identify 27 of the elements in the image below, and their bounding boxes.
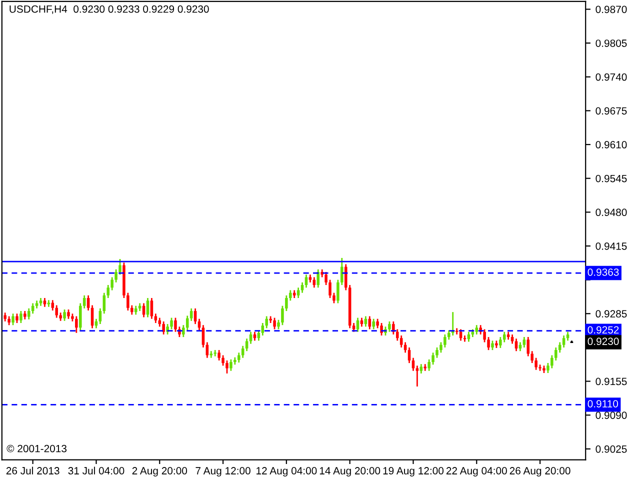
y-tick-label: 0.9870 xyxy=(596,6,627,14)
ref-line-label: 0.9252 xyxy=(588,326,619,334)
y-tick-label: 0.9545 xyxy=(596,174,627,182)
x-tick-label: 2 Aug 20:00 xyxy=(132,467,188,476)
chart-title: USDCHF,H4 0.9230 0.9233 0.9229 0.9230 xyxy=(10,5,209,14)
y-tick-label: 0.9025 xyxy=(596,445,627,453)
ref-line-label: 0.9110 xyxy=(588,400,618,408)
annotation: © 2001-2013 xyxy=(6,444,67,452)
y-tick-label: 0.9155 xyxy=(596,378,627,386)
y-tick-label: 0.9740 xyxy=(596,73,627,81)
y-tick-label: 0.9090 xyxy=(596,412,627,419)
y-tick-label: 0.9285 xyxy=(596,310,627,318)
x-tick-label: 26 Aug 20:00 xyxy=(510,467,570,476)
x-tick-label: 31 Jul 04:00 xyxy=(68,466,124,474)
x-tick-label: 22 Aug 04:00 xyxy=(446,467,507,476)
y-tick-label: 0.9415 xyxy=(596,242,627,250)
x-tick-label: 19 Aug 12:00 xyxy=(383,467,444,476)
text: 0.9230 xyxy=(588,338,619,346)
y-tick-label: 0.9610 xyxy=(596,141,627,148)
y-tick-label: 0.9675 xyxy=(596,107,627,115)
x-tick-label: 12 Aug 04:00 xyxy=(256,467,317,476)
y-tick-label: 0.9805 xyxy=(596,40,627,47)
x-tick-label: 26 Jul 2013 xyxy=(6,466,60,474)
x-tick-label: 7 Aug 12:00 xyxy=(196,467,250,476)
x-tick-label: 14 Aug 20:00 xyxy=(320,467,380,476)
y-tick-label: 0.9480 xyxy=(596,208,627,216)
ref-line-label: 0.9363 xyxy=(588,268,619,276)
